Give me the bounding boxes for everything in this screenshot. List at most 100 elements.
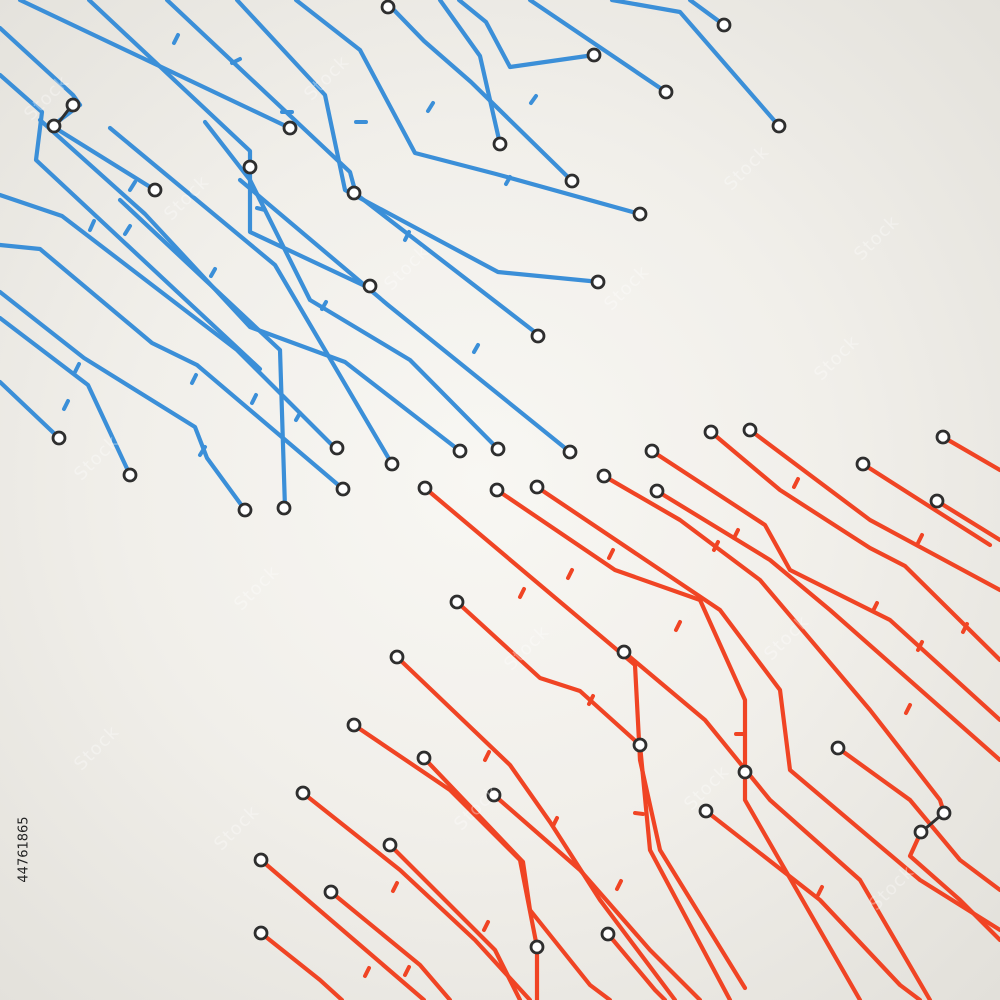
blue-trace-pads [46,0,787,518]
red-trace-26 [605,931,668,1000]
blue-circuit-traces [0,0,782,513]
blue-pad [65,97,81,113]
blue-tick [62,399,70,411]
blue-trace-8 [389,5,575,184]
blue-trace-2 [0,72,263,372]
blue-pad [530,328,546,344]
red-trace-12 [454,599,733,1000]
image-id-text: 44761865 [16,815,32,883]
blue-tick [209,267,217,278]
red-pad [449,594,465,610]
red-tick [551,816,559,828]
red-tick [633,811,645,816]
red-pad [935,429,951,445]
blue-tick [88,219,96,232]
blue-trace-12 [609,0,782,129]
red-pad [389,649,405,665]
blue-tick [294,411,302,422]
blue-trace-15 [0,242,346,492]
red-trace-pads [253,422,952,955]
red-pad [323,884,339,900]
red-trace-13 [394,654,678,1000]
blue-pad [122,467,138,483]
blue-tick [73,362,81,374]
blue-pad [384,456,400,472]
blue-trace-11 [527,0,669,95]
blue-pad [380,0,396,15]
red-pad [855,456,871,472]
side-image-id: 44761865 [15,774,33,924]
red-pad [632,737,648,753]
red-trace-3 [534,484,1000,933]
red-pad [913,824,929,840]
blue-pad [147,182,163,198]
blue-tick [172,33,180,45]
red-tick [904,703,912,715]
red-tick [792,477,800,489]
red-pad-connector [925,815,940,830]
red-trace-25 [907,829,1000,943]
blue-tick [403,230,411,242]
blue-pad [242,159,258,175]
blue-tick [529,94,538,105]
red-pad [830,740,846,756]
blue-pad [564,173,580,189]
red-tick [566,568,574,580]
red-pad [489,482,505,498]
blue-tick [250,393,258,405]
blue-pad [346,185,362,201]
blue-pad [716,17,732,33]
red-trace-20 [328,889,453,1000]
red-tick [674,620,682,632]
blue-trace-9 [437,0,503,147]
red-trace-10 [934,498,1000,543]
blue-trace-6 [234,0,603,285]
red-tick [518,587,526,599]
red-pad [703,424,719,440]
blue-trace-16 [0,289,248,513]
blue-pad [562,444,578,460]
red-trace-22 [621,649,933,1000]
blue-pad [335,481,351,497]
blue-pad [490,441,506,457]
red-pad [346,717,362,733]
red-trace-16 [300,790,533,1000]
blue-tick [128,180,137,192]
blue-trace-5 [164,0,543,339]
red-trace-17 [387,842,523,1000]
blue-tick [123,224,132,236]
blue-trace-4 [86,0,368,289]
red-trace-24 [835,745,1000,893]
blue-trace-18 [0,379,62,441]
red-tick [732,528,740,540]
red-tick [391,881,399,893]
blue-tick [426,101,435,113]
red-tick [607,548,615,560]
red-pad [253,852,269,868]
blue-pad-connector [57,108,71,123]
red-pad [698,803,714,819]
blue-trace-23 [117,197,288,511]
blue-trace-7 [293,0,643,217]
blue-trace-ticks [62,33,538,457]
red-trace-7 [708,429,1000,663]
blue-pad [362,278,378,294]
red-trace-11 [940,434,1000,473]
blue-pad [771,118,787,134]
blue-trace-20 [107,125,395,467]
red-tick [615,879,623,891]
red-tick [871,601,879,613]
blue-pad [586,47,602,63]
red-pad [936,805,952,821]
red-circuit-traces [258,427,1000,1000]
blue-tick [504,175,512,186]
red-tick [712,540,720,552]
blue-trace-17 [0,315,133,478]
blue-trace-14 [0,192,338,451]
blue-tick [230,57,242,65]
blue-trace-22 [237,177,573,455]
red-trace-21 [258,930,345,1000]
red-pad [253,925,269,941]
